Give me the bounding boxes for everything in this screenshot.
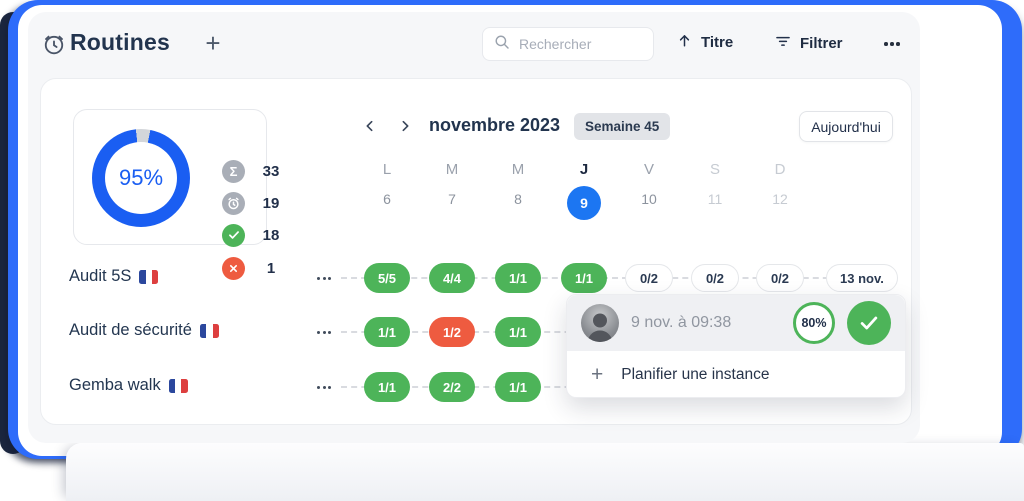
routines-app-panel: Routines + Titre [28,12,920,443]
date-7[interactable]: 7 [448,191,456,207]
routine-title-audit-5s: Audit 5S [69,267,319,286]
stat-done-value: 18 [262,226,280,244]
alarm-icon [222,191,245,215]
score-ring: 80% [793,302,835,344]
filter-label: Filtrer [800,34,843,52]
month-label: novembre 2023 [429,115,561,135]
cross-icon [222,256,245,280]
instance-pill[interactable]: 0/2 [756,264,804,292]
instance-datetime: 9 nov. à 09:38 [631,314,732,331]
more-options-button[interactable] [878,34,906,54]
sigma-icon: Σ [222,159,245,183]
stat-done: 18 [222,223,279,247]
routine-title-audit-securite: Audit de sécurité [69,321,319,340]
routine-menu-button[interactable] [311,322,337,342]
stat-missed-value: 1 [266,259,276,277]
french-flag-icon [168,378,188,393]
stat-total-value: 33 [262,162,280,180]
date-11[interactable]: 11 [707,191,723,207]
instance-popup: 9 nov. à 09:38 80% + Planifier une insta… [566,294,906,398]
plus-icon: + [591,363,604,386]
next-occurrence-pill[interactable]: 13 nov. [826,264,898,292]
sort-label: Titre [701,34,734,51]
instance-entry[interactable]: 9 nov. à 09:38 80% [567,295,905,351]
avatar [581,304,619,342]
sort-by-title-button[interactable]: Titre [676,32,733,53]
search-box[interactable] [482,27,654,61]
app-header: Routines + Titre [28,12,920,78]
instance-pill[interactable]: 1/1 [495,263,541,293]
arrow-up-icon [676,32,693,53]
instance-pill[interactable]: 1/1 [561,263,607,293]
validate-check-button[interactable] [847,301,891,345]
day-header-sunday[interactable]: D [774,161,786,178]
completion-percent: 95% [118,165,164,190]
stat-pending-value: 19 [262,194,280,212]
search-icon [493,33,511,56]
alarm-clock-icon [41,31,67,57]
check-icon [222,223,245,247]
instance-pill[interactable]: 1/1 [364,317,410,347]
day-header-monday[interactable]: L [382,161,392,178]
french-flag-icon [139,269,159,284]
instance-pill[interactable]: 1/1 [495,372,541,402]
instance-pill[interactable]: 4/4 [429,263,475,293]
instance-pill[interactable]: 5/5 [364,263,410,293]
instance-pill[interactable]: 1/1 [495,317,541,347]
date-6[interactable]: 6 [383,191,391,207]
instance-pill[interactable]: 0/2 [625,264,673,292]
plan-instance-label: Planifier une instance [621,366,770,383]
day-header-friday[interactable]: V [643,161,654,178]
stat-missed: 1 [222,256,275,280]
today-button[interactable]: Aujourd'hui [799,111,893,142]
instance-pill[interactable]: 1/2 [429,317,475,347]
page-title: Routines [70,29,170,55]
timeline-connector [341,277,879,279]
day-header-wednesday[interactable]: M [511,161,525,178]
instance-pill[interactable]: 0/2 [691,264,739,292]
today-date-circle: 9 [567,186,601,220]
filter-button[interactable]: Filtrer [774,32,843,54]
routine-menu-button[interactable] [311,377,337,397]
dot [884,42,888,46]
date-9-today[interactable]: 9 [564,186,604,220]
search-input[interactable] [519,36,639,52]
day-header-tuesday[interactable]: M [445,161,459,178]
dot [890,42,894,46]
previous-week-button[interactable] [357,115,383,139]
routine-title-gemba-walk: Gemba walk [69,376,319,395]
add-routine-button[interactable]: + [198,26,228,60]
summary-card: 95% Σ 33 19 [73,109,279,280]
week-badge: Semaine 45 [574,113,671,140]
date-10[interactable]: 10 [641,191,657,207]
day-header-saturday[interactable]: S [709,161,720,178]
plan-instance-button[interactable]: + Planifier une instance [567,351,905,399]
date-8[interactable]: 8 [514,191,522,207]
stat-pending: 19 [222,191,279,215]
french-flag-icon [199,323,219,338]
filter-icon [774,32,792,54]
routines-board-card: 95% Σ 33 19 [40,78,912,425]
completion-donut-chart: 95% [92,129,190,227]
instance-pill[interactable]: 1/1 [364,372,410,402]
stacked-panel-below [66,443,1024,501]
instance-pill[interactable]: 2/2 [429,372,475,402]
dot [896,42,900,46]
next-week-button[interactable] [392,115,418,139]
date-12[interactable]: 12 [772,191,788,207]
routine-menu-button[interactable] [311,268,337,288]
stat-total: Σ 33 [222,159,279,183]
day-header-thursday[interactable]: J [579,161,589,178]
